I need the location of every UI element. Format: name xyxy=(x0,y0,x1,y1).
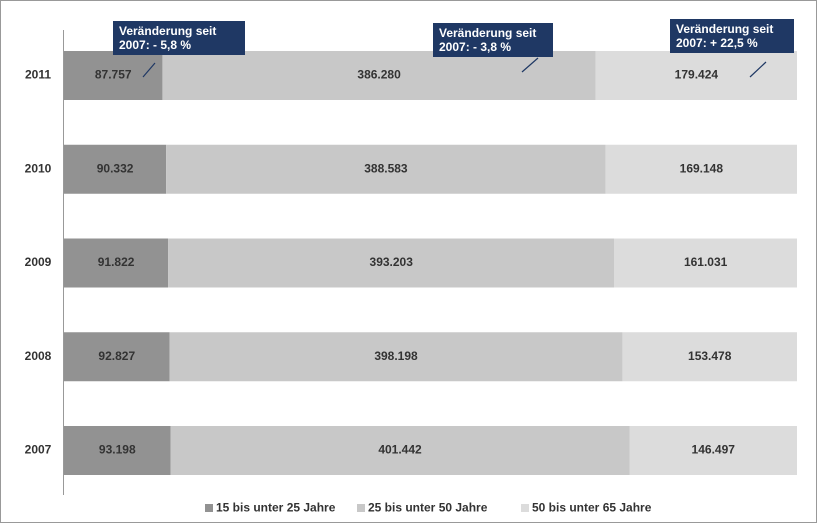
bar-segment xyxy=(629,426,797,475)
data-label: 93.198 xyxy=(99,443,136,457)
legend-label: 50 bis unter 65 Jahre xyxy=(532,501,652,515)
bar-segment xyxy=(170,426,630,475)
data-label: 169.148 xyxy=(680,161,724,175)
bar-segment xyxy=(168,238,615,288)
y-tick-label: 2011 xyxy=(25,68,51,82)
data-label: 388.583 xyxy=(364,161,408,175)
bar-segment xyxy=(64,51,163,100)
bar-segment xyxy=(614,238,797,288)
data-label: 91.822 xyxy=(98,255,135,269)
bar-segment xyxy=(64,238,169,288)
data-label: 153.478 xyxy=(688,349,732,363)
y-tick-label: 2009 xyxy=(25,255,52,269)
data-label: 90.332 xyxy=(97,161,134,175)
bar-segment xyxy=(64,144,167,194)
data-label: 393.203 xyxy=(370,255,414,269)
y-tick-label: 2007 xyxy=(25,443,52,457)
y-tick-label: 2010 xyxy=(25,161,52,175)
data-label: 92.827 xyxy=(98,349,135,363)
legend-label: 15 bis unter 25 Jahre xyxy=(216,501,336,515)
bar-segment xyxy=(605,144,797,194)
leader-line xyxy=(749,61,767,78)
legend-swatch xyxy=(521,504,529,512)
bar-segment xyxy=(64,332,170,382)
bar-segment xyxy=(64,426,171,475)
y-tick-label: 2008 xyxy=(25,349,52,363)
bar-segment xyxy=(166,144,606,194)
data-label: 146.497 xyxy=(692,443,736,457)
annotation: Veränderung seit 2007: - 5,8 % xyxy=(113,21,245,55)
marks: 2011 87.757 386.280 179.424 2010 90.332 388.58… xyxy=(25,51,797,515)
bar-segment xyxy=(622,332,797,382)
legend-swatch xyxy=(357,504,365,512)
legend-swatch xyxy=(205,504,213,512)
data-label: 386.280 xyxy=(357,68,401,82)
data-label: 398.198 xyxy=(374,349,418,363)
leader-line xyxy=(521,57,539,73)
annotation: Veränderung seit 2007: + 22,5 % xyxy=(670,19,794,53)
data-label: 401.442 xyxy=(378,443,422,457)
bar-segment xyxy=(169,332,623,382)
data-label: 161.031 xyxy=(684,255,728,269)
data-label: 179.424 xyxy=(675,68,719,82)
data-label: 87.757 xyxy=(95,68,132,82)
bar-segment xyxy=(595,51,797,100)
bar-segment xyxy=(162,51,596,100)
leader-line xyxy=(142,62,156,78)
legend-label: 25 bis unter 50 Jahre xyxy=(368,501,488,515)
annotation: Veränderung seit 2007: - 3,8 % xyxy=(433,23,553,57)
